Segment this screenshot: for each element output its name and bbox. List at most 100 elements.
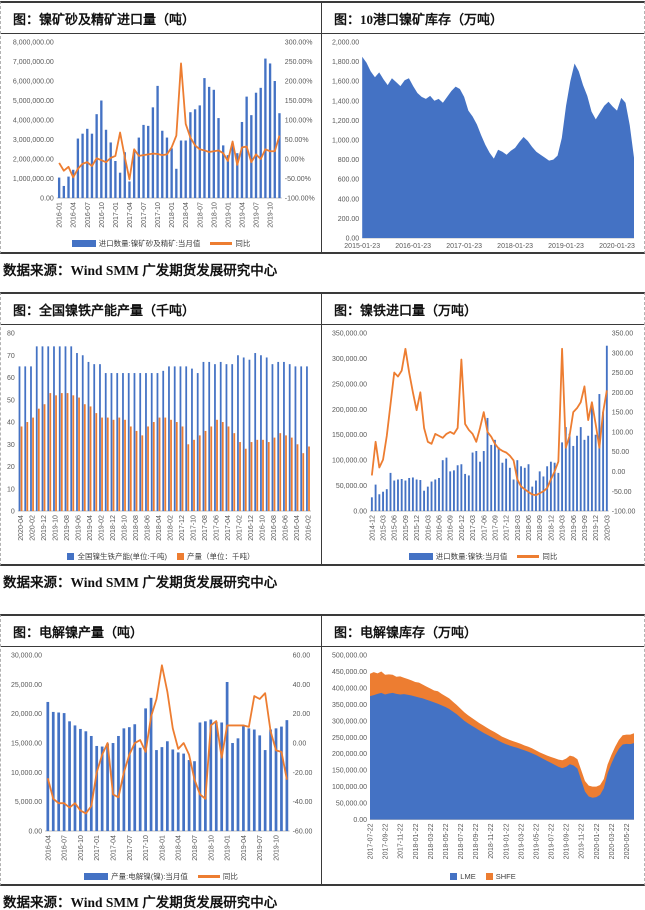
legend-item: LME [450, 872, 476, 881]
svg-text:2018-12: 2018-12 [110, 515, 117, 541]
svg-text:2016-04: 2016-04 [45, 835, 52, 861]
svg-text:50,000.00: 50,000.00 [336, 801, 367, 808]
refined-inventory-chart: 0.00 50,000.00 100,000.00 150,000.00 200,000… [322, 647, 644, 869]
svg-text:2017-06: 2017-06 [481, 515, 488, 541]
svg-text:2016-01: 2016-01 [57, 202, 64, 228]
legend-item: 进口数量:镍矿砂及精矿:当月值 [71, 238, 200, 249]
svg-text:1,200.00: 1,200.00 [332, 118, 359, 125]
legend-label: 产量（单位：千吨） [187, 552, 255, 561]
svg-text:2019-01: 2019-01 [225, 835, 232, 861]
svg-text:5,000,000.00: 5,000,000.00 [13, 98, 54, 105]
svg-text:250.00%: 250.00% [285, 59, 313, 66]
svg-text:1,800.00: 1,800.00 [332, 59, 359, 66]
svg-text:2018-01: 2018-01 [159, 835, 166, 861]
svg-text:2016-12: 2016-12 [459, 515, 466, 541]
svg-text:-100.00%: -100.00% [285, 196, 315, 203]
svg-text:2019-03: 2019-03 [560, 515, 567, 541]
chart-legend: 产量:电解镍(镍):当月值 同比 [1, 869, 321, 884]
svg-text:350,000.00: 350,000.00 [332, 331, 367, 338]
svg-text:60.00: 60.00 [293, 653, 311, 660]
svg-text:2018-04: 2018-04 [176, 835, 183, 861]
legend-swatch [71, 240, 96, 247]
data-source-note: 数据来源：Wind SMM 广发期货发展研究中心 [3, 895, 278, 910]
svg-text:2017-07: 2017-07 [141, 202, 148, 228]
svg-text:3,000,000.00: 3,000,000.00 [13, 137, 54, 144]
chart-title: 图：10港口镍矿库存（万吨） [322, 3, 644, 34]
svg-text:2017-04: 2017-04 [127, 202, 134, 228]
chart-panel-port-inventory: 图：10港口镍矿库存（万吨） 0.00 200.00 400.00 600.00 800… [322, 3, 644, 252]
svg-text:2019-12: 2019-12 [593, 515, 600, 541]
legend-label: 产量:电解镍(镍):当月值 [111, 872, 188, 881]
svg-text:20.00: 20.00 [293, 711, 311, 718]
svg-text:2017-01: 2017-01 [113, 202, 120, 228]
figure-section-2: 图：全国镍铁产能产量（千吨） 0 10 20 30 40 50 60 70 80 2020-04 2… [0, 292, 645, 591]
svg-text:2019-04: 2019-04 [87, 515, 94, 541]
legend-label: 同比 [542, 552, 558, 561]
svg-text:250.00: 250.00 [612, 370, 634, 377]
svg-text:2015-06: 2015-06 [392, 515, 399, 541]
svg-text:50,000.00: 50,000.00 [336, 483, 367, 490]
svg-text:2020-02: 2020-02 [30, 515, 37, 541]
svg-text:5,000.00: 5,000.00 [15, 799, 42, 806]
svg-text:8,000,000.00: 8,000,000.00 [13, 40, 54, 47]
legend-swatch [67, 553, 75, 560]
svg-text:1,000,000.00: 1,000,000.00 [13, 176, 54, 183]
svg-text:150.00%: 150.00% [285, 98, 313, 105]
svg-text:350,000.00: 350,000.00 [332, 702, 367, 709]
svg-text:200.00: 200.00 [338, 216, 360, 223]
svg-text:2,000,000.00: 2,000,000.00 [13, 157, 54, 164]
svg-text:2018-09-22: 2018-09-22 [473, 823, 480, 859]
svg-text:1,000.00: 1,000.00 [332, 138, 359, 145]
svg-text:150,000.00: 150,000.00 [332, 432, 367, 439]
legend-item: 产量:电解镍(镍):当月值 [84, 871, 188, 882]
svg-text:2018-07-22: 2018-07-22 [458, 823, 465, 859]
chart-panel-refined-inventory: 图：电解镍库存（万吨） 0.00 50,000.00 100,000.00 150,0… [322, 616, 644, 884]
svg-text:2020-04: 2020-04 [18, 515, 25, 541]
svg-text:2018-10: 2018-10 [208, 835, 215, 861]
svg-text:50: 50 [7, 397, 15, 404]
figure-row-1: 图：镍矿砂及精矿进口量（吨） 0.00 1,000,000.00 2,000,000… [0, 1, 645, 254]
svg-text:2017-12: 2017-12 [179, 515, 186, 541]
svg-text:1,600.00: 1,600.00 [332, 79, 359, 86]
svg-text:2017-10: 2017-10 [143, 835, 150, 861]
svg-text:2017-06: 2017-06 [214, 515, 221, 541]
svg-text:2016-10: 2016-10 [78, 835, 85, 861]
svg-text:2019-07-22: 2019-07-22 [549, 823, 556, 859]
svg-text:0.00: 0.00 [28, 829, 42, 836]
chart-panel-npi-capacity: 图：全国镍铁产能产量（千吨） 0 10 20 30 40 50 60 70 80 2020-04 2… [1, 294, 322, 564]
svg-text:2016-10: 2016-10 [99, 202, 106, 228]
legend-swatch [408, 553, 433, 560]
svg-text:2019-07: 2019-07 [257, 835, 264, 861]
legend-line-marker [197, 875, 220, 878]
svg-text:2019-12: 2019-12 [41, 515, 48, 541]
svg-text:6,000,000.00: 6,000,000.00 [13, 79, 54, 86]
svg-text:15,000.00: 15,000.00 [11, 741, 42, 748]
svg-text:2016-01-23: 2016-01-23 [395, 243, 431, 250]
legend-item: 同比 [210, 238, 250, 249]
svg-text:300,000.00: 300,000.00 [332, 718, 367, 725]
svg-text:-50.00%: -50.00% [285, 176, 311, 183]
svg-text:800.00: 800.00 [338, 157, 360, 164]
npi-imports-chart: 0.00 50,000.00 100,000.00 150,000.00 200,000… [322, 325, 644, 549]
svg-text:300.00: 300.00 [612, 350, 634, 357]
svg-text:2,000.00: 2,000.00 [332, 40, 359, 47]
svg-text:2017-09: 2017-09 [492, 515, 499, 541]
svg-text:2019-01-22: 2019-01-22 [503, 823, 510, 859]
legend-item: 产量（单位：千吨） [177, 551, 255, 562]
svg-text:2016-06: 2016-06 [283, 515, 290, 541]
svg-text:2019-08: 2019-08 [64, 515, 71, 541]
svg-text:0.00: 0.00 [353, 509, 367, 516]
svg-text:2018-03-22: 2018-03-22 [428, 823, 435, 859]
svg-text:2020-01-23: 2020-01-23 [599, 243, 635, 250]
legend-swatch [177, 553, 185, 560]
svg-text:400.00: 400.00 [338, 196, 360, 203]
legend-swatch [485, 873, 493, 880]
svg-text:2020-05-22: 2020-05-22 [624, 823, 631, 859]
svg-text:2015-03: 2015-03 [381, 515, 388, 541]
chart-panel-ore-imports: 图：镍矿砂及精矿进口量（吨） 0.00 1,000,000.00 2,000,000… [1, 3, 322, 252]
svg-text:0.00: 0.00 [293, 741, 307, 748]
svg-text:2017-04: 2017-04 [225, 515, 232, 541]
svg-text:-20.00: -20.00 [293, 770, 313, 777]
svg-text:2016-04: 2016-04 [71, 202, 78, 228]
svg-text:7,000,000.00: 7,000,000.00 [13, 59, 54, 66]
